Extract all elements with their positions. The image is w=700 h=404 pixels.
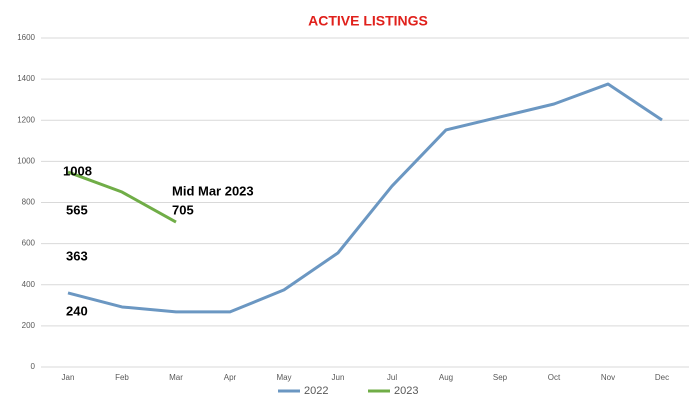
annotation: 565 [66,202,88,217]
x-tick-label: Aug [439,373,453,382]
y-tick-label: 400 [22,280,36,289]
x-tick-label: Oct [548,373,561,382]
annotation: 363 [66,248,88,263]
chart-title: ACTIVE LISTINGS [308,13,428,29]
y-tick-label: 0 [31,362,36,371]
x-tick-label: May [276,373,291,382]
legend-label: 2022 [304,385,328,397]
series-line [67,170,177,224]
x-tick-label: Sep [493,373,508,382]
annotation: Mid Mar 2023 [172,183,254,198]
y-tick-label: 600 [22,239,36,248]
x-tick-label: Apr [224,373,237,382]
annotation: 705 [172,202,194,217]
y-tick-label: 200 [22,321,36,330]
y-tick-label: 1600 [17,33,35,42]
annotation: 1008 [63,163,92,178]
x-tick-label: Feb [115,373,129,382]
x-tick-label: Jan [62,373,75,382]
x-tick-label: Jul [387,373,397,382]
x-tick-label: Mar [169,373,183,382]
y-tick-label: 1400 [17,74,35,83]
y-tick-label: 1000 [17,156,35,165]
x-tick-label: Dec [655,373,669,382]
y-tick-label: 1200 [17,115,35,124]
y-tick-label: 800 [22,198,36,207]
x-tick-label: Nov [601,373,615,382]
x-tick-label: Jun [332,373,345,382]
annotation: 240 [66,303,88,318]
legend-label: 2023 [394,385,418,397]
series-line [67,82,663,314]
